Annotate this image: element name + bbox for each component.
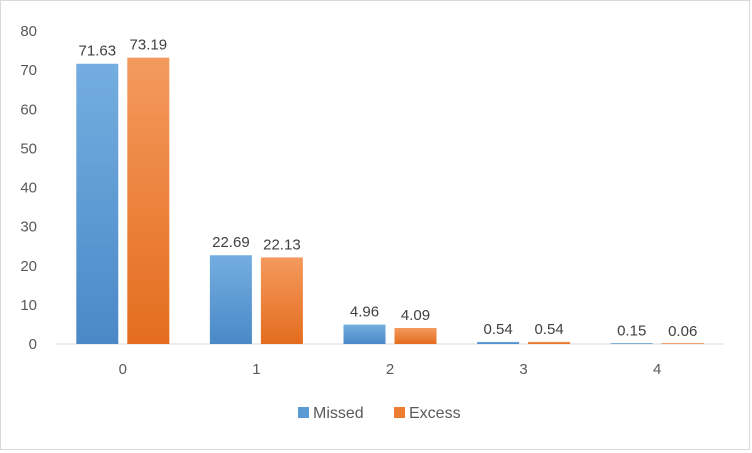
y-tick-label: 70 bbox=[20, 62, 37, 79]
y-tick-label: 60 bbox=[20, 101, 37, 118]
bar-missed-3 bbox=[477, 341, 520, 344]
bar-missed-1 bbox=[209, 255, 252, 344]
x-tick-label: 4 bbox=[653, 361, 661, 378]
data-label: 22.13 bbox=[263, 236, 301, 253]
data-label: 0.15 bbox=[617, 322, 646, 339]
y-tick-label: 10 bbox=[20, 297, 37, 314]
y-tick-label: 50 bbox=[20, 140, 37, 157]
x-tick-label: 3 bbox=[519, 361, 527, 378]
bar-excess-2 bbox=[394, 327, 437, 344]
data-label: 71.63 bbox=[79, 43, 117, 60]
bar-excess-0 bbox=[127, 57, 170, 344]
data-label: 0.06 bbox=[668, 323, 697, 340]
data-label: 0.54 bbox=[483, 321, 512, 338]
x-axis: 0 1 2 3 4 bbox=[56, 343, 724, 378]
x-tick-label: 2 bbox=[386, 361, 394, 378]
x-tick-label: 0 bbox=[119, 361, 127, 378]
data-label: 4.96 bbox=[350, 304, 379, 321]
bar-excess-3 bbox=[528, 341, 571, 344]
y-axis: 0 10 20 30 40 50 60 70 80 bbox=[20, 23, 37, 353]
data-label: 0.54 bbox=[534, 321, 563, 338]
data-label: 73.19 bbox=[130, 37, 168, 54]
y-tick-label: 0 bbox=[29, 336, 37, 353]
y-tick-label: 80 bbox=[20, 23, 37, 40]
bar-missed-2 bbox=[343, 324, 386, 344]
legend-label-missed: Missed bbox=[313, 405, 364, 422]
x-tick-label: 1 bbox=[252, 361, 260, 378]
data-label: 4.09 bbox=[401, 307, 430, 324]
legend-swatch-missed bbox=[298, 407, 309, 418]
bar-excess-4 bbox=[661, 343, 704, 344]
y-tick-label: 20 bbox=[20, 258, 37, 275]
bars-group bbox=[76, 57, 704, 345]
bar-missed-4 bbox=[610, 343, 653, 344]
data-label: 22.69 bbox=[212, 234, 250, 251]
data-labels-group: 71.63 22.69 4.96 0.54 0.15 73.19 22.13 4.09 0.54… bbox=[79, 37, 698, 340]
bar-missed-0 bbox=[76, 63, 119, 345]
legend-label-excess: Excess bbox=[409, 405, 461, 422]
legend: Missed Excess bbox=[298, 405, 461, 422]
y-tick-label: 40 bbox=[20, 180, 37, 197]
legend-swatch-excess bbox=[394, 407, 405, 418]
y-tick-label: 30 bbox=[20, 219, 37, 236]
bar-excess-1 bbox=[260, 257, 303, 344]
